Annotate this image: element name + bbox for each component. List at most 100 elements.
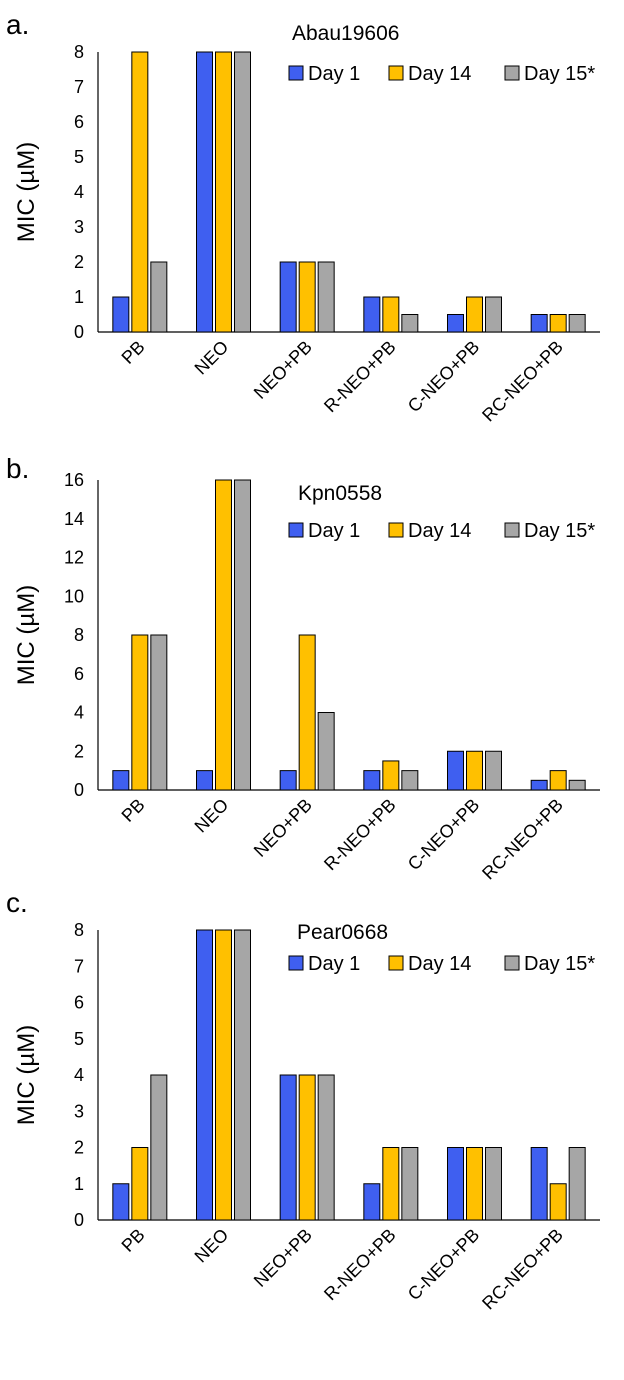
bar-day1-neo <box>196 51 213 333</box>
bar-day14-pb <box>131 51 149 333</box>
legend-swatch-3 <box>504 65 520 81</box>
bar-day14-c-neo-pb <box>466 750 483 791</box>
x-tick-label: PB <box>118 1225 149 1256</box>
legend-swatch-3 <box>504 955 520 971</box>
bar-day15-r-neo-pb <box>401 770 419 791</box>
bar-day15-pb <box>150 261 168 333</box>
bar-day14-neo-pb <box>298 634 316 791</box>
y-tick-label: 5 <box>74 147 84 167</box>
y-axis-label: MIC (µM) <box>13 585 40 685</box>
legend-swatch-2 <box>388 65 404 81</box>
y-tick-label: 0 <box>74 322 84 342</box>
bar-day1-neo-pb <box>279 770 297 791</box>
bar-day14-neo-pb <box>298 1074 316 1221</box>
y-axis-label: MIC (µM) <box>13 1025 40 1125</box>
panel-label: a. <box>6 9 29 40</box>
bar-day1-neo <box>196 770 213 791</box>
bar-day1-pb <box>112 770 130 791</box>
y-tick-label: 4 <box>74 703 84 723</box>
y-tick-label: 14 <box>64 509 84 529</box>
y-tick-label: 3 <box>74 1101 84 1121</box>
y-tick-label: 0 <box>74 780 84 800</box>
x-tick-label: C-NEO+PB <box>404 337 484 417</box>
bar-day15-neo <box>234 929 251 1221</box>
bar-day1-rc-neo-pb <box>530 1147 548 1221</box>
legend-label-2: Day 14 <box>408 953 471 975</box>
y-tick-label: 2 <box>74 741 84 761</box>
panel-label: b. <box>6 453 29 484</box>
x-tick-label: NEO <box>191 795 233 837</box>
x-tick-label: RC-NEO+PB <box>478 795 567 884</box>
legend-label-2: Day 14 <box>408 520 471 542</box>
y-tick-label: 16 <box>64 470 84 490</box>
bar-day15-rc-neo-pb <box>568 779 586 791</box>
bar-day14-rc-neo-pb <box>549 770 567 791</box>
y-tick-label: 8 <box>74 920 84 940</box>
legend-swatch-2 <box>388 522 404 538</box>
bar-day1-neo <box>196 929 213 1221</box>
bar-day15-neo <box>234 51 251 333</box>
bar-day15-c-neo-pb <box>485 1147 502 1221</box>
x-tick-label: NEO <box>191 337 233 379</box>
x-tick-label: R-NEO+PB <box>320 795 400 875</box>
bar-day1-r-neo-pb <box>363 770 381 791</box>
legend-swatch-1 <box>288 65 304 81</box>
y-tick-label: 8 <box>74 625 84 645</box>
y-axis-label: MIC (µM) <box>13 142 40 242</box>
y-tick-label: 1 <box>74 1174 84 1194</box>
bar-day15-r-neo-pb <box>401 314 419 333</box>
y-tick-label: 6 <box>74 112 84 132</box>
y-tick-label: 0 <box>74 1210 84 1230</box>
legend-label-1: Day 1 <box>308 520 360 542</box>
legend-swatch-2 <box>388 955 404 971</box>
bar-day15-rc-neo-pb <box>568 314 586 333</box>
bar-day15-pb <box>150 1074 168 1221</box>
bar-day14-pb <box>131 634 149 791</box>
bar-day15-pb <box>150 634 168 791</box>
legend-label-2: Day 14 <box>408 63 471 85</box>
bar-day15-c-neo-pb <box>485 750 502 791</box>
legend: Day 1 Day 14 Day 15* <box>288 520 595 542</box>
x-tick-label: RC-NEO+PB <box>478 1225 567 1314</box>
y-tick-label: 3 <box>74 217 84 237</box>
y-tick-label: 2 <box>74 252 84 272</box>
bar-day15-neo-pb <box>317 712 335 791</box>
chart-panel-3: c. Pear0668 MIC (µM) 0 1 2 3 4 5 6 7 8 PB NEO NEO+PB R-… <box>6 887 600 1313</box>
y-tick-label: 12 <box>64 548 84 568</box>
chart-title: Kpn0558 <box>298 482 382 505</box>
chart-panel-2: b. Kpn0558 MIC (µM) 0 2 4 6 8 10 12 14 16 PB NEO NEO+P… <box>6 453 600 883</box>
bar-day15-neo-pb <box>317 1074 335 1221</box>
x-tick-label: NEO+PB <box>250 1225 316 1291</box>
y-tick-label: 8 <box>74 42 84 62</box>
bar-day1-pb <box>112 1183 130 1221</box>
legend-swatch-1 <box>288 522 304 538</box>
bar-day15-neo-pb <box>317 261 335 333</box>
x-tick-label: NEO+PB <box>250 795 316 861</box>
y-tick-label: 6 <box>74 993 84 1013</box>
y-tick-label: 6 <box>74 664 84 684</box>
legend-swatch-3 <box>504 522 520 538</box>
legend: Day 1 Day 14 Day 15* <box>288 63 595 85</box>
bar-day14-neo <box>215 479 232 791</box>
y-tick-label: 4 <box>74 182 84 202</box>
bar-day14-rc-neo-pb <box>549 1183 567 1221</box>
bar-day14-r-neo-pb <box>382 1147 400 1221</box>
panel-label: c. <box>6 887 28 918</box>
bar-day1-neo-pb <box>279 261 297 333</box>
x-tick-label: C-NEO+PB <box>404 795 484 875</box>
bar-day14-r-neo-pb <box>382 296 400 333</box>
bar-day1-c-neo-pb <box>447 1147 464 1221</box>
legend-label-1: Day 1 <box>308 63 360 85</box>
bar-day14-r-neo-pb <box>382 760 400 791</box>
bar-day14-c-neo-pb <box>466 1147 483 1221</box>
legend: Day 1 Day 14 Day 15* <box>288 953 595 975</box>
bar-day14-neo-pb <box>298 261 316 333</box>
y-tick-label: 2 <box>74 1138 84 1158</box>
x-tick-label: NEO <box>191 1225 233 1267</box>
bar-day1-c-neo-pb <box>447 750 464 791</box>
x-tick-label: RC-NEO+PB <box>478 337 567 426</box>
bar-day1-pb <box>112 296 130 333</box>
bar-day14-pb <box>131 1147 149 1221</box>
